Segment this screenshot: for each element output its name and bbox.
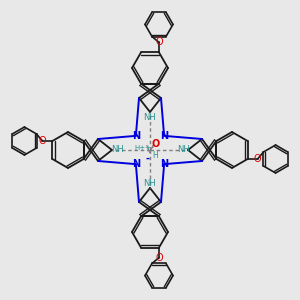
Text: N: N xyxy=(132,159,140,169)
Text: V: V xyxy=(146,145,154,155)
Text: O: O xyxy=(155,38,163,47)
Text: N: N xyxy=(132,131,140,141)
Text: NH: NH xyxy=(144,112,156,122)
Text: NH: NH xyxy=(111,146,123,154)
Text: N: N xyxy=(160,131,168,141)
Text: N: N xyxy=(160,159,168,169)
Text: O: O xyxy=(254,154,261,164)
Text: NH: NH xyxy=(144,178,156,188)
Text: NH: NH xyxy=(177,146,189,154)
Text: O: O xyxy=(39,136,46,146)
Text: O: O xyxy=(152,139,160,149)
Text: O: O xyxy=(155,253,163,262)
Text: H: H xyxy=(152,152,158,160)
Text: -: - xyxy=(146,154,150,164)
Text: H++: H++ xyxy=(134,145,152,151)
